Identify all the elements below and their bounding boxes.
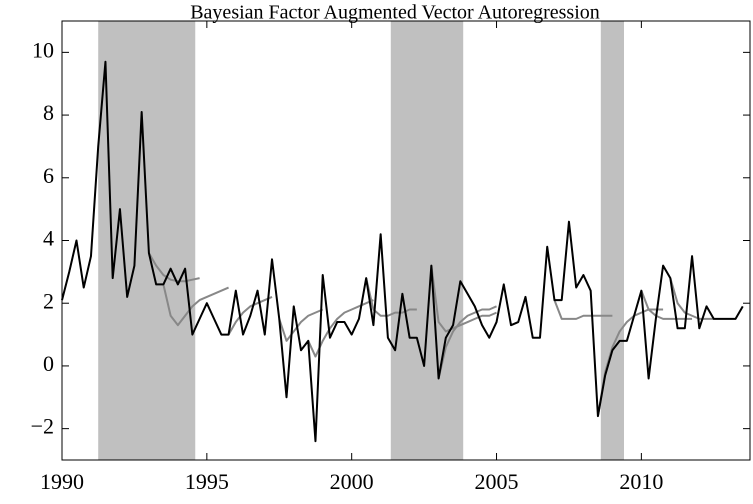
y-tick-label: 8 bbox=[43, 100, 54, 125]
data-line bbox=[553, 299, 613, 320]
shaded-region bbox=[600, 21, 624, 460]
x-tick-label: 2010 bbox=[619, 469, 663, 494]
x-tick-label: 2005 bbox=[475, 469, 519, 494]
data-line bbox=[162, 284, 229, 327]
data-line bbox=[227, 296, 273, 336]
y-tick-label: 10 bbox=[32, 37, 54, 62]
y-tick-label: −2 bbox=[31, 414, 54, 439]
data-line bbox=[437, 305, 497, 379]
y-tick-label: 4 bbox=[43, 226, 54, 251]
data-line bbox=[430, 265, 497, 333]
x-tick-label: 1990 bbox=[40, 469, 84, 494]
chart-title: Bayesian Factor Augmented Vector Autoreg… bbox=[190, 2, 600, 24]
shaded-region bbox=[390, 21, 464, 460]
data-line bbox=[148, 252, 200, 283]
y-tick-label: 0 bbox=[43, 351, 54, 376]
x-tick-label: 1995 bbox=[185, 469, 229, 494]
x-tick-label: 2000 bbox=[330, 469, 374, 494]
data-line bbox=[307, 299, 374, 358]
shaded-region bbox=[98, 21, 196, 460]
y-tick-label: 2 bbox=[43, 288, 54, 313]
y-tick-label: 6 bbox=[43, 163, 54, 188]
data-line bbox=[640, 290, 693, 320]
data-line bbox=[669, 277, 714, 320]
data-line bbox=[61, 60, 744, 443]
data-line bbox=[278, 308, 324, 342]
